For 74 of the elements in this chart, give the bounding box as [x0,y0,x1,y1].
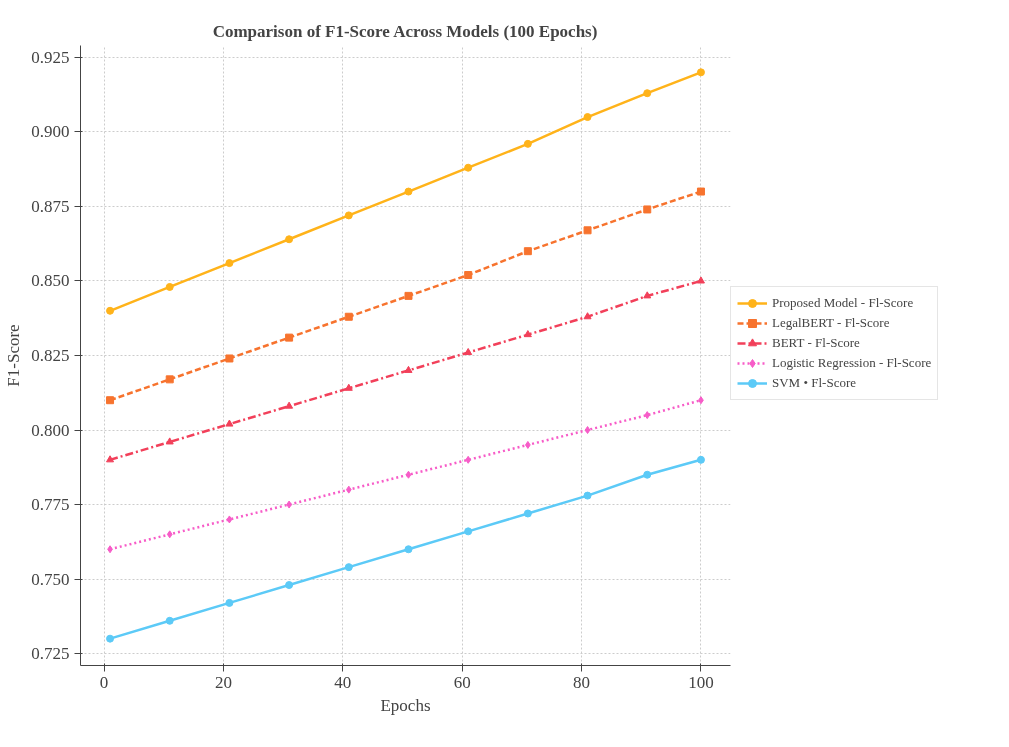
point [165,282,174,291]
point [165,375,174,384]
x-tick-label: 100 [688,672,714,692]
point [523,247,532,256]
point [165,616,174,625]
point [285,333,294,342]
point [583,491,592,500]
point [643,205,652,214]
point [166,530,173,539]
point [696,455,705,464]
point [696,68,705,77]
point [405,470,412,479]
point [643,470,652,479]
point [643,291,652,299]
y-tick-label: 0.750 [31,569,70,589]
point [285,235,294,244]
legend-label: SVM • Fl-Score [772,375,856,391]
y-tick-label: 0.825 [31,346,70,365]
point [584,426,591,435]
point [344,211,353,220]
point [464,347,473,356]
point [225,354,234,363]
point [696,187,705,196]
point [523,139,532,148]
x-tick-label: 80 [573,672,591,692]
y-tick-label: 0.725 [31,644,70,664]
point [523,509,532,518]
x-axis-title: Epochs [380,695,431,715]
chart-title: Comparison of F1-Score Across Models (100 Epochs) [212,21,598,41]
point [225,419,234,427]
point [464,527,473,536]
point [225,259,234,268]
y-tick-label: 0.800 [31,420,70,440]
y-tick-label: 0.900 [31,122,70,142]
y-tick-label: 0.775 [31,495,70,515]
x-tick-label: 20 [214,672,232,692]
point [344,383,353,391]
point [696,276,705,284]
y-tick-label: 0.850 [31,271,70,291]
point [344,563,353,572]
point [226,515,233,524]
legend-label: BERT - Fl-Score [772,335,860,351]
point [583,226,592,235]
x-tick-label: 60 [453,672,471,692]
point [344,312,353,321]
point [404,365,413,373]
point [644,411,651,420]
y-tick-label: 0.875 [31,196,70,216]
point [464,163,473,172]
point [523,330,532,338]
point [225,598,234,607]
y-axis-title: F1-Score [4,324,24,387]
y-tick-label: 0.925 [31,47,70,67]
point [404,187,413,196]
point [106,634,115,643]
legend-label: Proposed Model - Fl-Score [772,295,914,311]
legend-label: Logistic Regression - Fl-Score [772,355,932,371]
point [285,401,294,409]
point [583,312,592,320]
point [165,437,174,445]
point [404,545,413,554]
point [106,455,115,463]
point [465,455,472,464]
point [106,396,115,405]
point [345,485,352,494]
point [404,291,413,300]
legend-label: LegalBERT - Fl-Score [772,315,890,331]
x-tick-label: 0 [99,672,109,692]
point [464,271,473,280]
point [285,581,294,590]
x-tick-label: 40 [334,672,352,692]
point [106,306,115,315]
point [583,113,592,122]
point [643,89,652,98]
